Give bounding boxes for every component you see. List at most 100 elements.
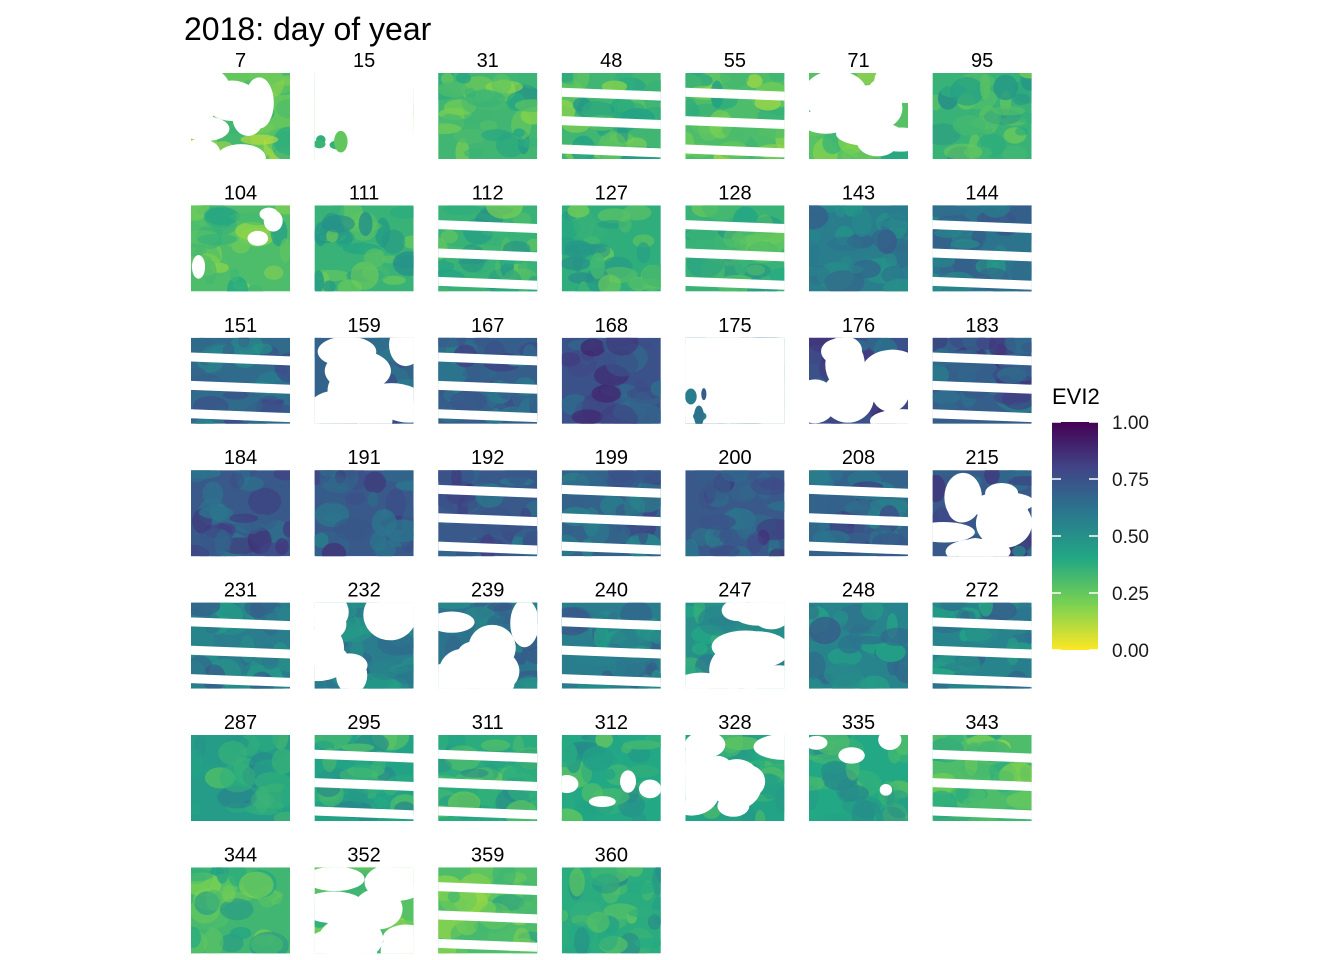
- raster-patch: [571, 409, 603, 424]
- raster-patch: [809, 616, 841, 645]
- raster-patch: [723, 228, 741, 249]
- raster-patch: [616, 629, 642, 651]
- raster-patch: [247, 284, 264, 292]
- evi2-raster: [438, 867, 538, 954]
- raster-patch: [597, 208, 631, 224]
- facet-label: 176: [842, 315, 875, 337]
- data-gap-stripe: [438, 248, 538, 262]
- evi2-raster: [685, 337, 785, 424]
- raster-patch: [492, 867, 516, 890]
- evi2-raster: [438, 735, 538, 821]
- facet-label: 104: [224, 182, 257, 204]
- evi2-raster: [685, 73, 785, 159]
- raster-patch: [746, 532, 763, 554]
- evi2-raster: [561, 867, 661, 954]
- raster-patch: [720, 73, 750, 89]
- data-gap-stripe: [561, 116, 661, 129]
- raster-patch: [992, 105, 1026, 116]
- raster-patch: [581, 100, 612, 121]
- raster-patch: [273, 126, 290, 156]
- raster-patch: [833, 610, 849, 625]
- evi2-raster: [314, 470, 414, 557]
- legend-tick-label: 1.00: [1112, 413, 1149, 434]
- cloud-mask: [588, 796, 616, 808]
- raster-patch: [223, 390, 249, 400]
- cloud-mask: [729, 602, 785, 626]
- raster-patch: [871, 229, 893, 248]
- data-gap-stripe: [561, 674, 661, 687]
- data-gap-stripe: [685, 276, 785, 290]
- raster-patch: [809, 240, 820, 268]
- facet-label: 191: [347, 447, 380, 469]
- raster-patch: [1012, 545, 1026, 557]
- facet-panel: 127: [561, 182, 661, 292]
- evi2-raster: [932, 470, 1032, 557]
- raster-patch: [561, 352, 581, 367]
- facet-label: 232: [347, 580, 380, 602]
- evi2-raster: [191, 470, 290, 557]
- data-gap-stripe: [932, 248, 1032, 262]
- raster-patch: [886, 205, 908, 222]
- facet-label: 192: [471, 447, 504, 469]
- raster-patch: [250, 934, 284, 954]
- facet-panel: 15: [314, 50, 414, 159]
- facet-label: 208: [842, 447, 875, 469]
- facet-label: 272: [965, 580, 998, 602]
- facet-label: 71: [847, 50, 869, 72]
- cloud-mask: [561, 775, 579, 794]
- evi2-raster: [314, 867, 414, 954]
- raster-patch: [214, 530, 231, 557]
- raster-patch: [599, 935, 628, 954]
- raster-patch: [460, 768, 489, 778]
- raster-patch: [848, 265, 864, 274]
- raster-patch: [650, 629, 661, 645]
- raster-patch: [591, 384, 621, 403]
- raster-patch: [318, 470, 342, 477]
- raster-patch: [191, 872, 207, 885]
- raster-patch: [886, 789, 908, 819]
- raster-patch: [191, 802, 202, 816]
- data-gap-stripe: [191, 674, 290, 687]
- raster-patch: [481, 129, 512, 142]
- raster-patch: [438, 123, 462, 135]
- facet-label: 151: [224, 315, 257, 337]
- raster-patch: [851, 799, 875, 821]
- raster-patch: [371, 659, 399, 681]
- raster-patch: [191, 749, 203, 777]
- raster-patch: [382, 275, 406, 285]
- data-gap-stripe: [561, 541, 661, 555]
- legend: EVI2 1.00 0.75 0.50 0.25 0.00: [1052, 384, 1149, 662]
- data-gap-stripe: [932, 409, 1032, 423]
- raster-patch: [809, 265, 831, 285]
- legend-tick-label: 0.00: [1112, 641, 1149, 662]
- raster-patch: [701, 388, 707, 401]
- raster-patch: [699, 514, 736, 530]
- raster-patch: [634, 378, 647, 393]
- data-gap-stripe: [561, 144, 661, 158]
- cloud-mask: [620, 770, 637, 793]
- cloud-mask: [191, 116, 230, 142]
- raster-patch: [750, 477, 785, 496]
- data-gap-stripe: [191, 645, 290, 659]
- facet-label: 183: [965, 315, 998, 337]
- evi2-raster: [932, 337, 1032, 424]
- raster-patch: [932, 337, 948, 352]
- data-gap-stripe: [932, 674, 1032, 687]
- evi2-raster: [809, 602, 908, 689]
- raster-patch: [480, 739, 511, 752]
- cloud-mask: [809, 735, 828, 750]
- raster-patch: [823, 662, 863, 687]
- raster-patch: [191, 337, 215, 347]
- data-gap-stripe: [438, 910, 538, 924]
- evi2-raster: [561, 337, 661, 424]
- data-gap-stripe: [314, 806, 414, 820]
- raster-patch: [1006, 475, 1032, 486]
- evi2-raster: [809, 337, 908, 424]
- cloud-mask: [363, 602, 414, 641]
- cloud-mask: [389, 337, 414, 367]
- facet-panel: 128: [685, 182, 785, 292]
- raster-patch: [841, 255, 853, 267]
- raster-patch: [582, 745, 614, 772]
- evi2-raster: [809, 205, 908, 292]
- facet-panel: 7: [191, 50, 290, 159]
